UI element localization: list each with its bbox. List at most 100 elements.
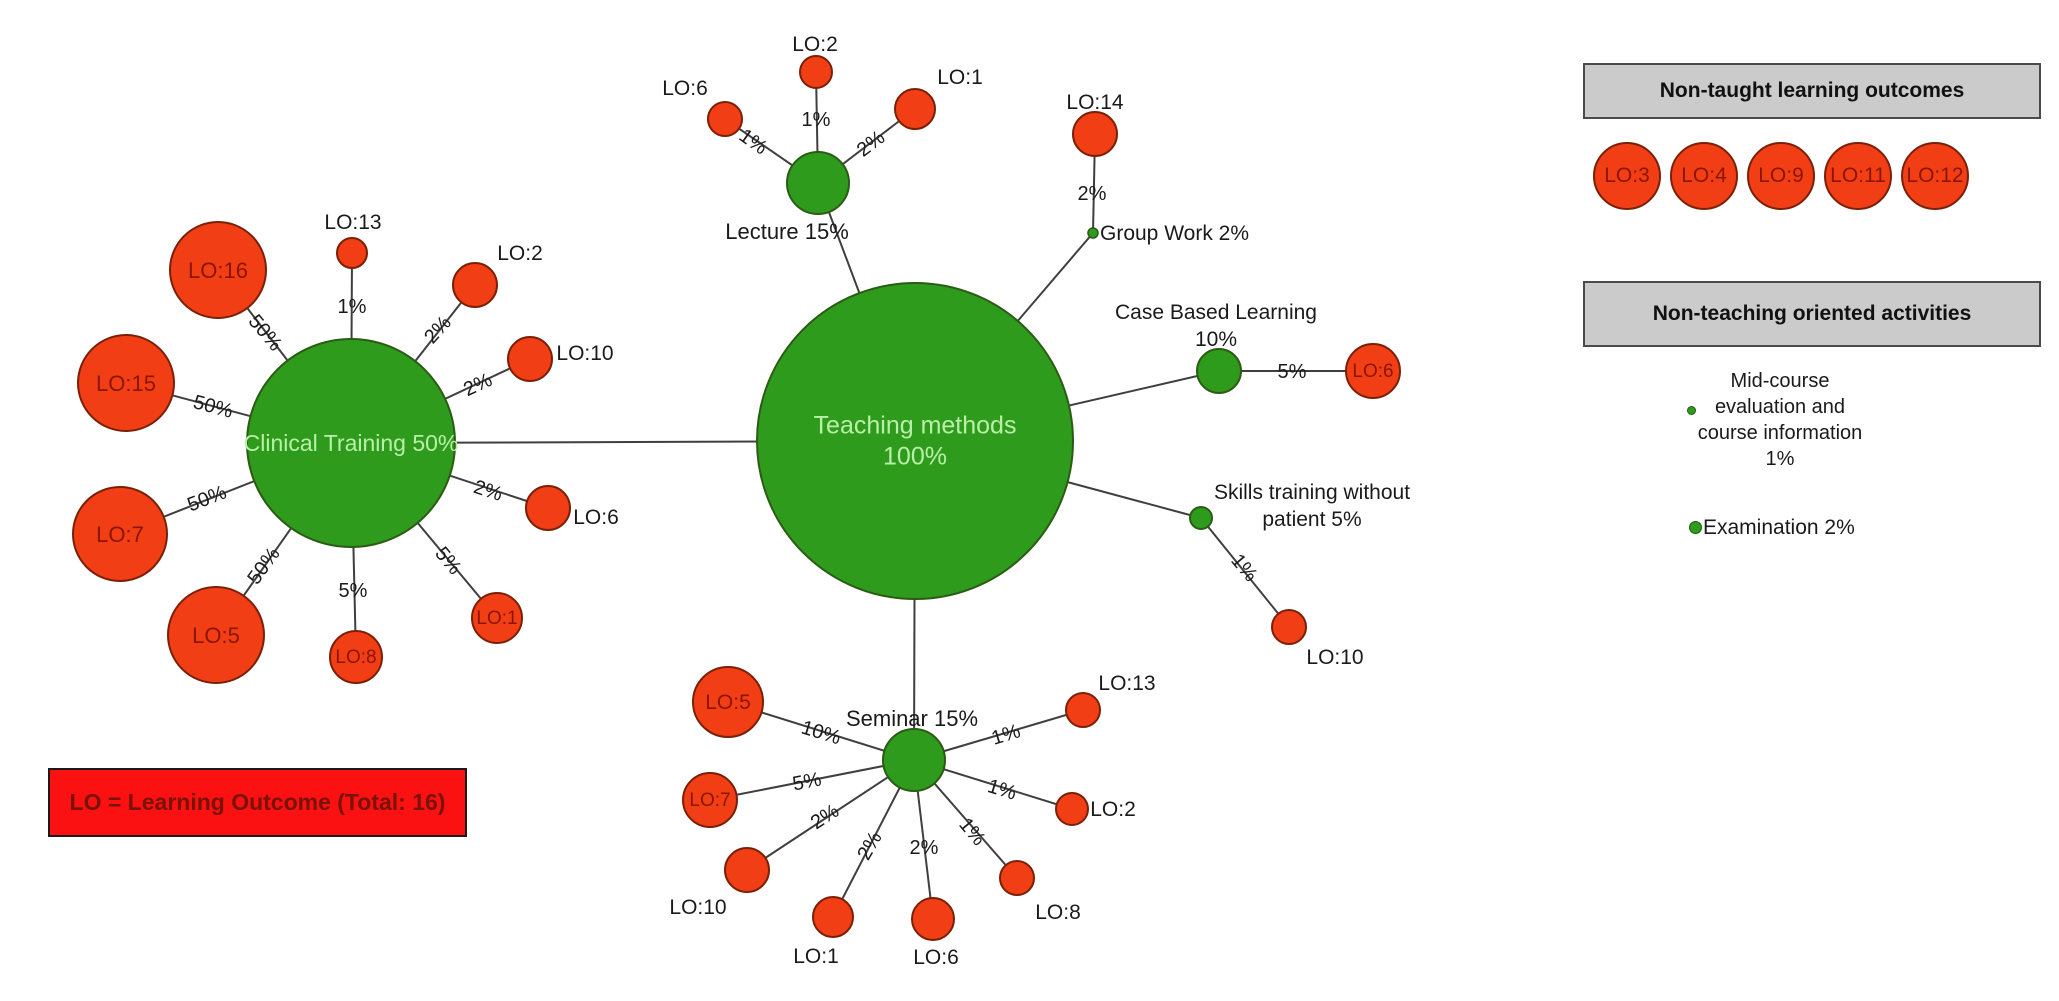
legend-lo-circle: LO:9: [1747, 142, 1815, 210]
examination-dot-icon: [1689, 521, 1702, 534]
note-box: LO = Learning Outcome (Total: 16): [48, 768, 467, 837]
edge-weight-label: 1%: [954, 814, 990, 850]
node-label-cbl: Case Based Learning 10%: [1115, 301, 1317, 351]
node-label-lo1-seminar: LO:1: [793, 945, 839, 968]
node-circle-lo13-seminar: [1065, 692, 1101, 728]
node-label-lo10-skills: LO:10: [1306, 646, 1363, 669]
node-label-lo6-clinical: LO:6: [573, 506, 619, 529]
node-label-lo1-lecture: LO:1: [937, 66, 983, 89]
node-label-lo5-clinical: LO:5: [192, 623, 240, 648]
legend-non-taught-header: Non-taught learning outcomes: [1583, 63, 2041, 119]
node-circle-lo10-seminar: [724, 847, 770, 893]
node-circle-teaching: [756, 282, 1074, 600]
midcourse-line: evaluation and: [1714, 396, 1846, 418]
node-circle-seminar: [882, 728, 946, 792]
node-label-lo6-seminar: LO:6: [913, 946, 959, 969]
legend-non-teaching-header: Non-teaching oriented activities: [1583, 281, 2041, 347]
node-label-lo16: LO:16: [188, 258, 248, 283]
node-label-lo13-seminar: LO:13: [1098, 672, 1155, 695]
node-label-lo7-seminar: LO:7: [689, 790, 730, 811]
node-circle-lo6-clinical: [525, 485, 571, 531]
edge-weight-label: 2%: [471, 476, 505, 506]
node-label-lo14: LO:14: [1066, 91, 1124, 114]
midcourse-line: Mid-course: [1730, 370, 1830, 392]
node-circle-skills: [1189, 506, 1213, 530]
edge-weight-label: 5%: [339, 580, 368, 602]
midcourse-line: course information: [1697, 422, 1863, 444]
node-circle-lo1-seminar: [812, 896, 854, 938]
node-circle-lo7-seminar: [682, 772, 738, 828]
edge-weight-label: 1%: [338, 296, 367, 318]
node-label-lo1-clinical: LO:1: [476, 608, 517, 629]
legend-lo-circle: LO:12: [1901, 142, 1969, 210]
node-circle-lo14: [1072, 111, 1118, 157]
midcourse-line: 1%: [1765, 448, 1795, 470]
edge-weight-label: 2%: [1078, 183, 1107, 205]
edge-line-seminar-lo10-seminar: [746, 759, 915, 871]
node-circle-lo10-clinical: [507, 336, 553, 382]
node-circle-lo1-clinical: [471, 592, 523, 644]
node-label-lo8-clinical: LO:8: [335, 647, 376, 668]
node-label-lecture: Lecture 15%: [725, 219, 849, 244]
node-label-lo7-clinical: LO:7: [96, 522, 144, 547]
node-circle-lo2-seminar: [1055, 792, 1089, 826]
note-text: LO = Learning Outcome (Total: 16): [69, 789, 446, 815]
node-label-seminar: Seminar 15%: [846, 706, 978, 731]
edge-weight-label: 50%: [243, 543, 284, 588]
edge-line-skills-lo10-skills: [1200, 517, 1290, 628]
midcourse-label: Mid-course evaluation and course informa…: [1655, 368, 1905, 472]
edge-line-seminar-lo7-seminar: [709, 759, 915, 801]
node-label-teaching: Teaching methods 100%: [814, 412, 1017, 471]
node-label-groupwork: Group Work 2%: [1100, 222, 1249, 245]
node-circle-cbl: [1196, 348, 1242, 394]
node-label-lo2-lecture: LO:2: [792, 33, 838, 56]
node-circle-lo7-clinical: [72, 486, 168, 582]
edge-weight-label: 5%: [791, 768, 824, 795]
examination-label: Examination 2%: [1703, 516, 1855, 539]
node-label-lo6-lecture: LO:6: [662, 77, 708, 100]
edge-weight-label: 10%: [799, 717, 844, 750]
node-circle-lo1-lecture: [894, 88, 936, 130]
node-circle-clinical: [246, 338, 456, 548]
legend-non-taught-title: Non-taught learning outcomes: [1659, 79, 1965, 102]
node-circle-lo6-cbl: [1345, 343, 1401, 399]
node-circle-lo13-clinical: [336, 237, 368, 269]
node-circle-lo8-seminar: [999, 860, 1035, 896]
node-label-lo2-seminar: LO:2: [1090, 798, 1136, 821]
node-label-clinical: Clinical Training 50%: [244, 430, 459, 456]
node-circle-lo6-lecture: [707, 101, 743, 137]
edge-weight-label: 50%: [191, 391, 236, 423]
node-circle-lo15: [77, 334, 175, 432]
edge-weight-label: 1%: [989, 720, 1023, 750]
edge-weight-label: 5%: [1278, 361, 1307, 383]
node-circle-lo16: [169, 221, 267, 319]
edge-weight-label: 2%: [460, 369, 496, 401]
edge-weight-label: 2%: [910, 837, 939, 859]
node-label-lo2-clinical: LO:2: [497, 242, 543, 265]
node-circle-lo2-lecture: [799, 55, 833, 89]
edge-weight-label: 1%: [802, 109, 831, 131]
edge-weight-label: 50%: [184, 481, 229, 516]
node-circle-lo8-clinical: [329, 630, 383, 684]
edge-weight-label: 2%: [807, 800, 843, 834]
midcourse-dot-icon: [1687, 406, 1696, 415]
node-label-lo8-seminar: LO:8: [1035, 901, 1081, 924]
node-circle-lo2-clinical: [452, 262, 498, 308]
node-circle-lo5-seminar: [692, 666, 764, 738]
node-label-lo10-seminar: LO:10: [669, 896, 726, 919]
node-label-lo5-seminar: LO:5: [705, 691, 751, 714]
node-label-lo10-clinical: LO:10: [556, 342, 613, 365]
node-label-lo6-cbl: LO:6: [1352, 361, 1393, 382]
node-circle-lo6-seminar: [911, 897, 955, 941]
edge-weight-label: 1%: [985, 775, 1019, 805]
node-circle-lo10-skills: [1271, 609, 1307, 645]
legend-lo-circle: LO:3: [1593, 142, 1661, 210]
legend-lo-circle: LO:11: [1824, 142, 1892, 210]
node-circle-lo5-clinical: [167, 586, 265, 684]
node-label-lo13-clinical: LO:13: [324, 211, 381, 234]
node-label-lo15: LO:15: [96, 371, 156, 396]
edge-weight-label: 2%: [853, 828, 887, 864]
legend-lo-circle: LO:4: [1670, 142, 1738, 210]
